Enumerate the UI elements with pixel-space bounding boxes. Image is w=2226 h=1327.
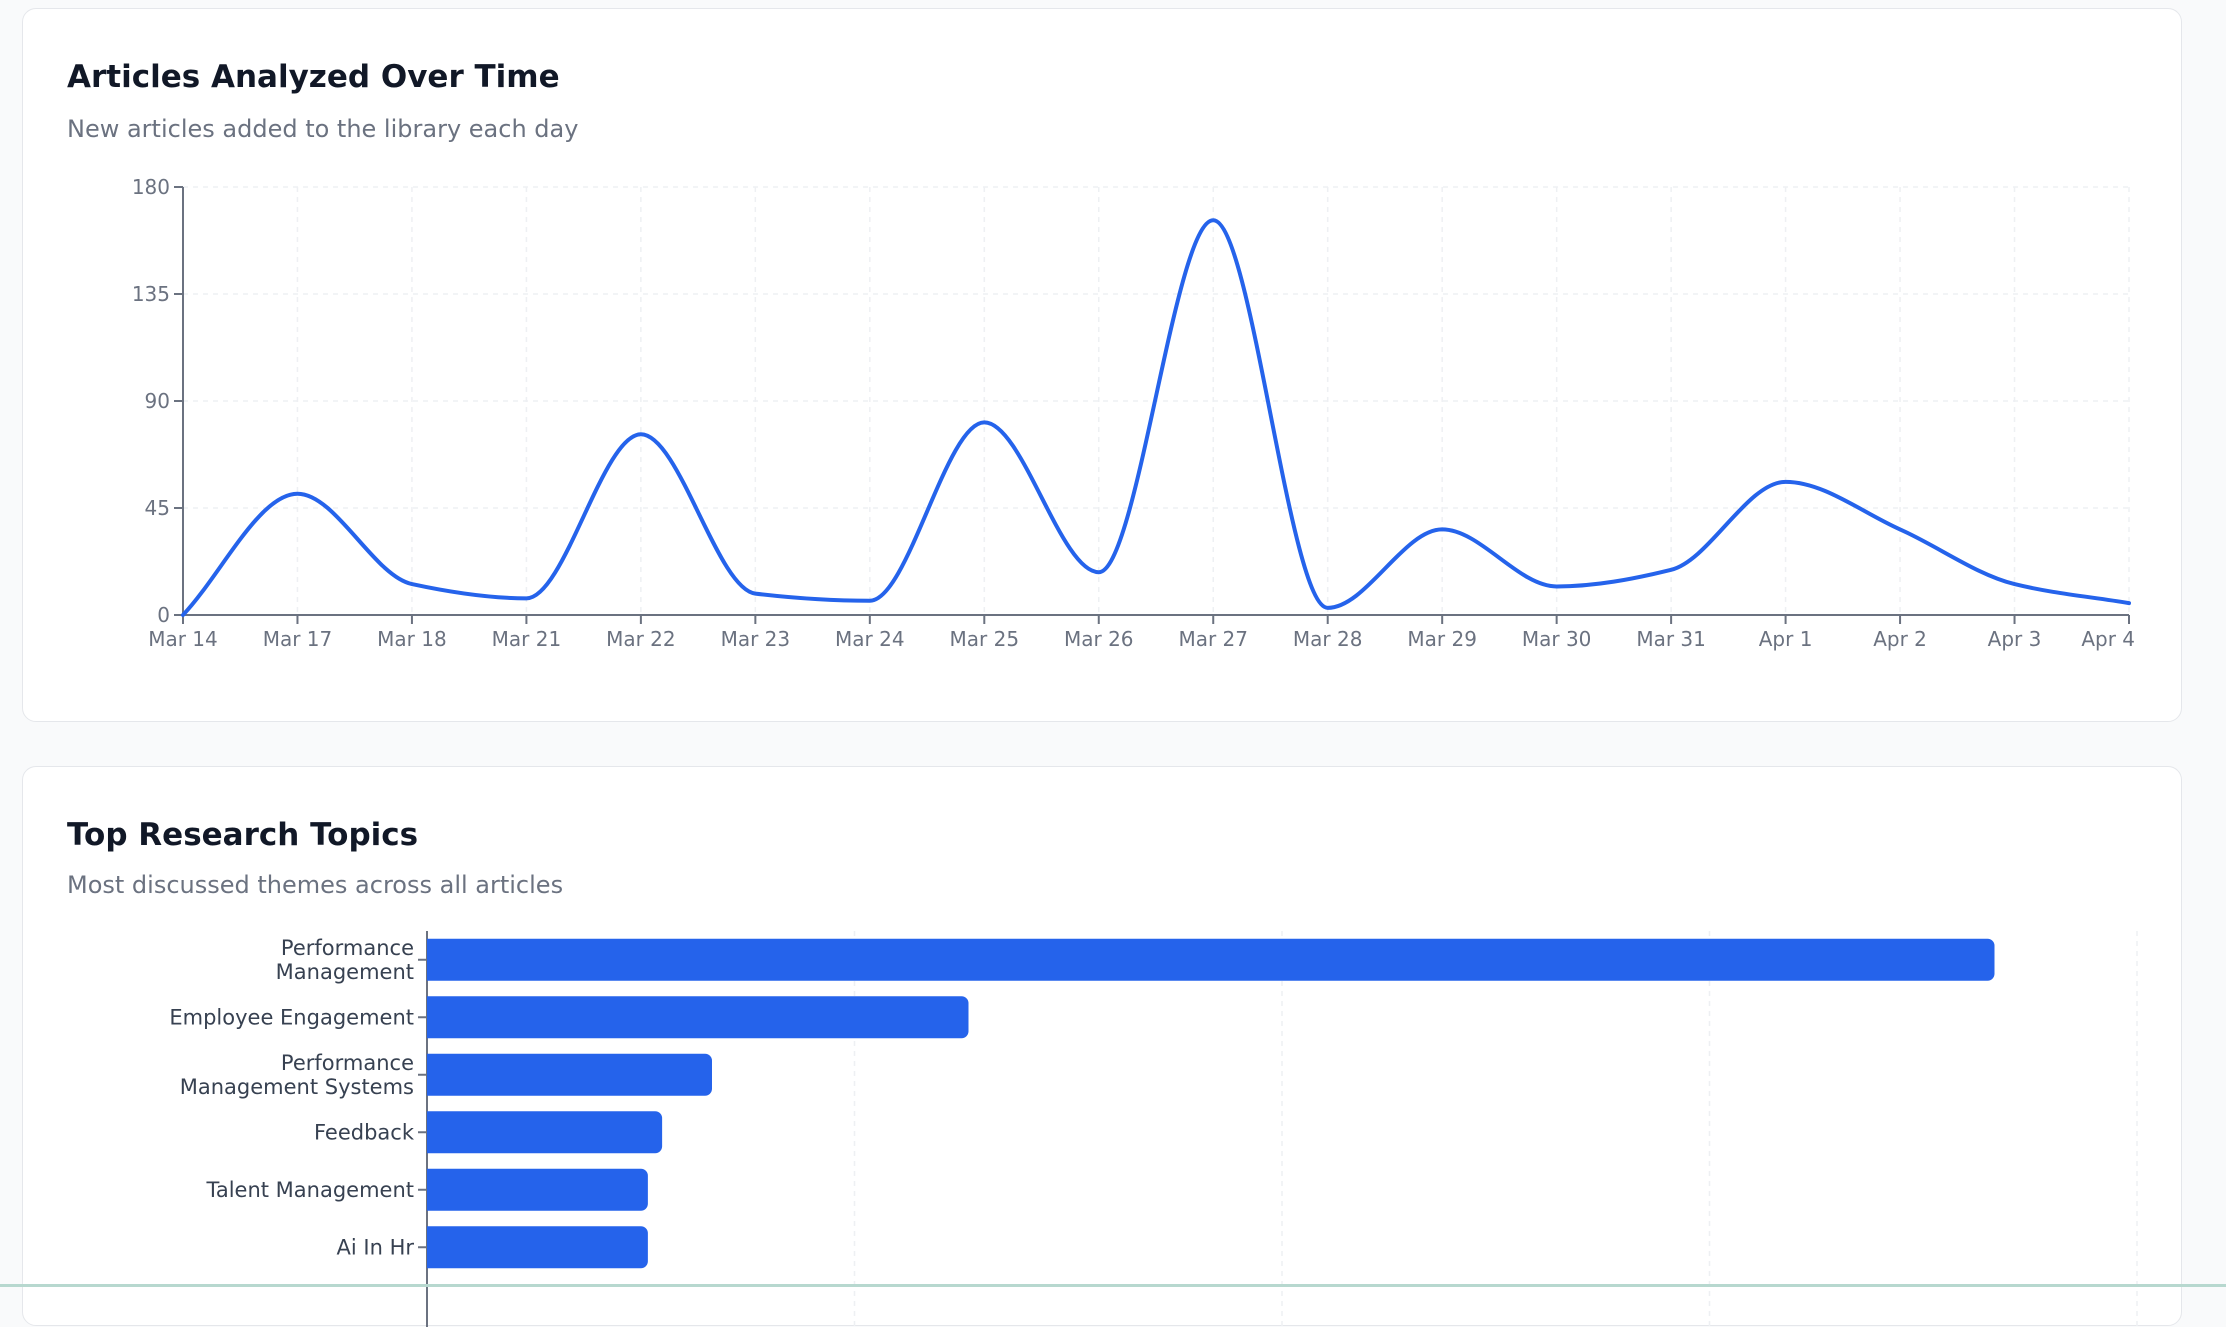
x-tick-label: Mar 24	[835, 627, 905, 651]
category-label: Performance Management	[276, 936, 414, 984]
bar	[427, 938, 1995, 981]
top-topics-subtitle: Most discussed themes across all article…	[67, 871, 564, 899]
category-label: Feedback	[314, 1120, 415, 1144]
bars	[427, 938, 1995, 1269]
category-label-line: Performance	[281, 1051, 414, 1075]
category-label: Employee Engagement	[169, 1005, 414, 1029]
x-tick-label: Mar 30	[1522, 627, 1592, 651]
category-label-line: Talent Management	[205, 1178, 414, 1202]
bar	[427, 1111, 663, 1154]
category-label-line: Feedback	[314, 1120, 415, 1144]
bar	[427, 1168, 648, 1211]
x-axis-ticks: Mar 14 Mar 17 Mar 18 Mar 21 Mar 22 Mar 23 Mar …	[148, 615, 2135, 651]
x-tick-label: Apr 2	[1873, 627, 1927, 651]
series-line	[181, 218, 2131, 617]
x-tick-label: Mar 29	[1407, 627, 1477, 651]
category-label: Talent Management	[205, 1178, 414, 1202]
articles-over-time-title: Articles Analyzed Over Time	[67, 59, 560, 95]
y-tick-label: 0	[157, 603, 170, 627]
x-tick-label: Mar 23	[721, 627, 791, 651]
y-tick-label: 45	[145, 496, 170, 520]
y-tick-label: 180	[132, 175, 170, 199]
bar-chart-grid	[853, 931, 2138, 1327]
x-tick-label: Apr 4	[2081, 627, 2135, 651]
bar	[427, 996, 969, 1039]
category-label-line: Management Systems	[180, 1075, 414, 1099]
articles-over-time-card: Articles Analyzed Over Time New articles…	[22, 8, 2182, 722]
x-tick-label: Mar 26	[1064, 627, 1134, 651]
top-topics-title: Top Research Topics	[67, 817, 419, 853]
bar	[427, 1226, 648, 1269]
bar	[427, 1053, 712, 1096]
x-tick-label: Mar 28	[1293, 627, 1363, 651]
x-tick-label: Mar 31	[1636, 627, 1706, 651]
x-tick-label: Apr 3	[1988, 627, 2042, 651]
x-tick-label: Mar 25	[950, 627, 1020, 651]
articles-over-time-subtitle: New articles added to the library each d…	[67, 115, 579, 143]
y-tick-label: 135	[132, 282, 170, 306]
x-tick-label: Mar 27	[1178, 627, 1248, 651]
y-tick-label: 90	[145, 389, 170, 413]
category-label: Ai In Hr	[337, 1235, 415, 1259]
category-label-line: Management	[276, 960, 414, 984]
top-topics-card: Top Research Topics Most discussed theme…	[22, 766, 2182, 1327]
articles-line-chart: 0 45 90 135 180 Mar 14 Mar 17 Mar 18 Mar 21 Mar 2…	[132, 175, 2135, 651]
category-label-line: Employee Engagement	[169, 1005, 414, 1029]
category-label-line: Ai In Hr	[337, 1235, 415, 1259]
category-label-line: Performance	[281, 936, 414, 960]
x-tick-label: Mar 22	[606, 627, 676, 651]
x-tick-label: Mar 21	[492, 627, 562, 651]
x-tick-label: Mar 18	[377, 627, 447, 651]
x-tick-label: Mar 14	[148, 627, 218, 651]
line-chart-grid	[183, 186, 2130, 615]
category-label: Performance Management Systems	[180, 1051, 414, 1099]
x-tick-label: Apr 1	[1759, 627, 1813, 651]
window-bottom-edge	[0, 1284, 2226, 1287]
y-axis-ticks: 0 45 90 135 180	[132, 175, 183, 627]
x-tick-label: Mar 17	[263, 627, 333, 651]
